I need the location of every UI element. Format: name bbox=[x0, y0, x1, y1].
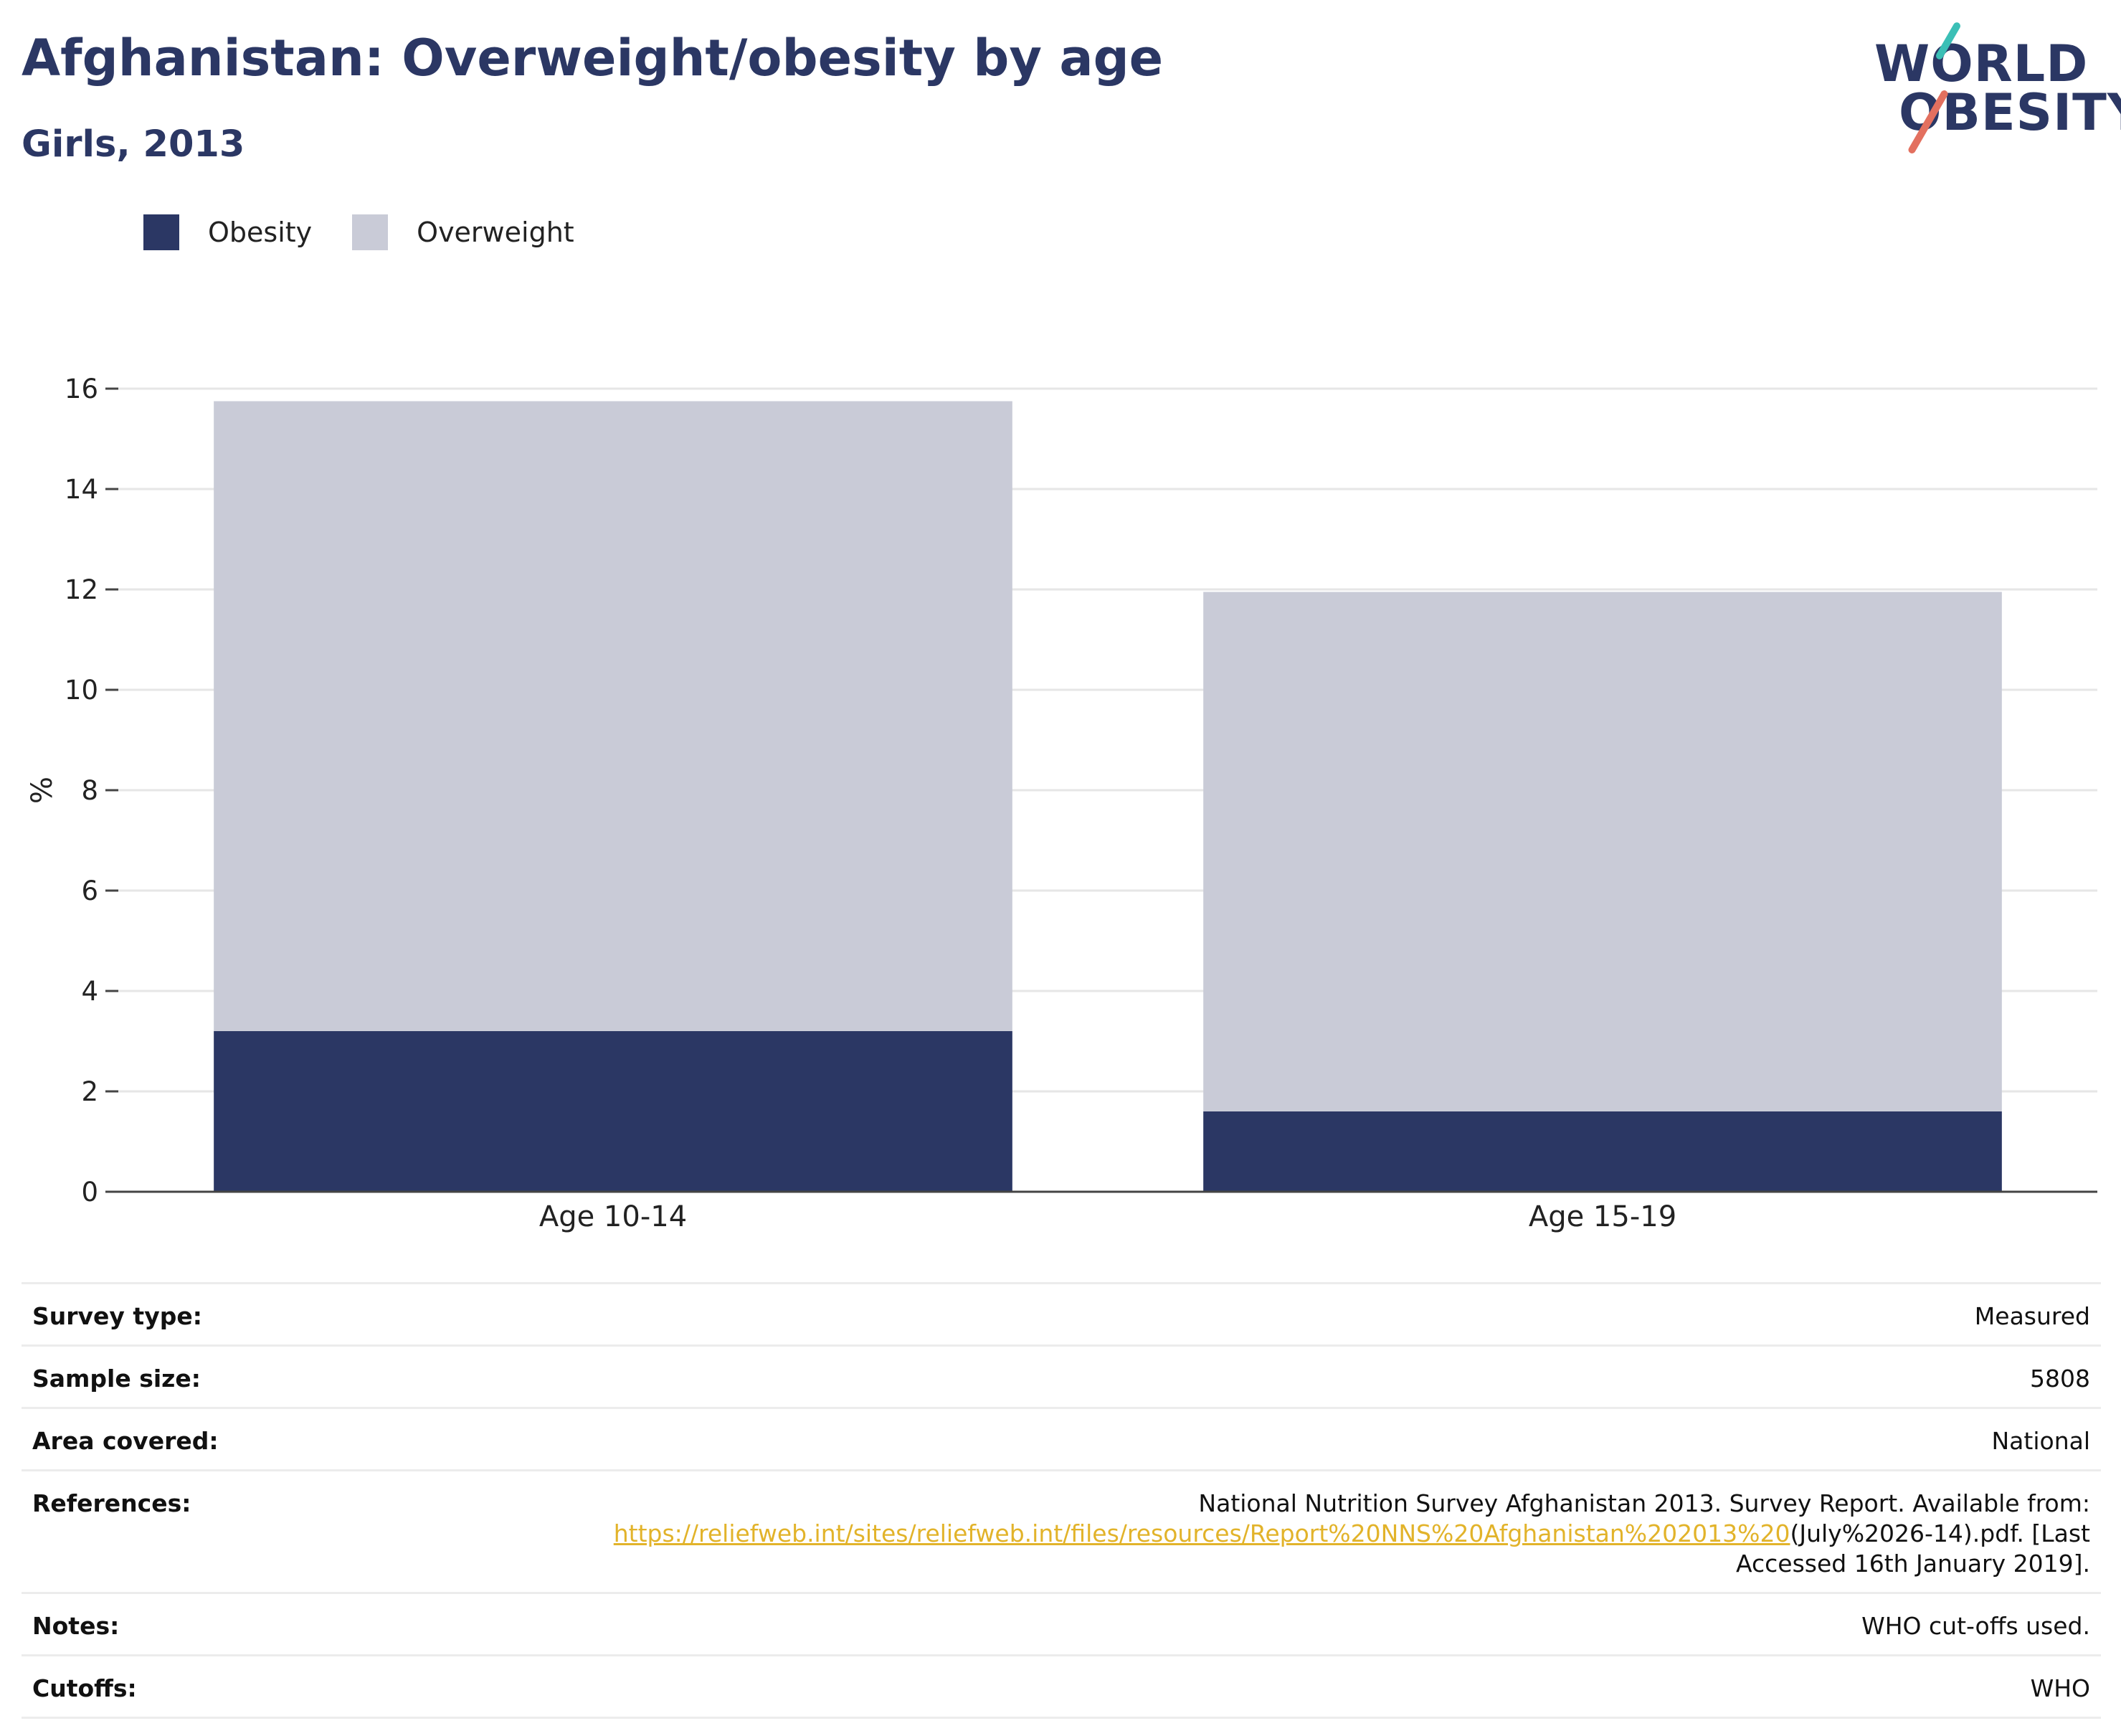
legend-swatch-obesity bbox=[143, 214, 179, 250]
bar-overweight-2 bbox=[1203, 592, 2002, 1111]
notes-value: WHO cut-offs used. bbox=[1861, 1612, 2090, 1640]
bar-obesity-2 bbox=[1203, 1111, 2002, 1192]
y-tick-label: 12 bbox=[65, 574, 98, 605]
legend-label-overweight: Overweight bbox=[417, 217, 574, 248]
x-category-label: Age 15-19 bbox=[1529, 1200, 1676, 1233]
legend-item-obesity[interactable]: Obesity bbox=[143, 214, 312, 250]
bar-obesity-1 bbox=[214, 1031, 1012, 1192]
chart-legend: Obesity Overweight bbox=[143, 214, 615, 251]
chart-title: Afghanistan: Overweight/obesity by age bbox=[22, 29, 1164, 87]
survey-type-value: Measured bbox=[1974, 1302, 2090, 1330]
legend-item-overweight[interactable]: Overweight bbox=[352, 214, 574, 250]
y-tick-label: 4 bbox=[81, 976, 98, 1007]
references-text-end: Accessed 16th January 2019]. bbox=[1736, 1550, 2090, 1578]
info-row-area-covered: Area covered: National bbox=[22, 1408, 2101, 1471]
y-tick-label: 16 bbox=[65, 374, 98, 404]
info-row-notes: Notes: WHO cut-offs used. bbox=[22, 1593, 2101, 1656]
info-row-survey-type: Survey type: Measured bbox=[22, 1283, 2101, 1346]
bar-overweight-1 bbox=[214, 401, 1012, 1031]
legend-label-obesity: Obesity bbox=[208, 217, 313, 248]
area-covered-label: Area covered: bbox=[32, 1427, 219, 1455]
references-label: References: bbox=[32, 1489, 191, 1517]
info-row-cutoffs: Cutoffs: WHO bbox=[22, 1655, 2101, 1718]
area-covered-value: National bbox=[1991, 1427, 2090, 1455]
survey-type-label: Survey type: bbox=[32, 1302, 202, 1330]
notes-label: Notes: bbox=[32, 1612, 120, 1640]
info-row-sample-size: Sample size: 5808 bbox=[22, 1345, 2101, 1408]
survey-info-table: Survey type: Measured Sample size: 5808 … bbox=[22, 1282, 2101, 1719]
logo-line-1: WORLD bbox=[1874, 34, 2089, 93]
y-axis-label: % bbox=[26, 777, 59, 804]
y-tick-label: 8 bbox=[81, 775, 98, 806]
cutoffs-value: WHO bbox=[2030, 1674, 2090, 1702]
stacked-bar-chart: 0 2 4 6 8 10 12 14 16% Age 10-14 Age 15-19 bbox=[26, 374, 2097, 1233]
info-row-references: References: National Nutrition Survey Af… bbox=[22, 1470, 2101, 1593]
y-tick-label: 14 bbox=[65, 474, 98, 505]
y-tick-label: 0 bbox=[81, 1177, 98, 1208]
references-link[interactable]: https://reliefweb.int/sites/reliefweb.in… bbox=[613, 1519, 1790, 1547]
y-tick-label: 10 bbox=[65, 675, 98, 706]
legend-swatch-overweight bbox=[352, 214, 389, 250]
world-obesity-logo: WORLD OBESITY bbox=[1864, 17, 2121, 155]
references-text-after: (July%2026-14).pdf. [Last bbox=[1790, 1519, 2090, 1547]
cutoffs-label: Cutoffs: bbox=[32, 1674, 137, 1702]
references-value: National Nutrition Survey Afghanistan 20… bbox=[402, 1471, 2101, 1593]
sample-size-label: Sample size: bbox=[32, 1365, 201, 1393]
sample-size-value: 5808 bbox=[2030, 1365, 2090, 1393]
y-tick-label: 6 bbox=[81, 876, 98, 906]
x-category-label: Age 10-14 bbox=[539, 1200, 687, 1233]
chart-subtitle: Girls, 2013 bbox=[22, 123, 245, 166]
y-tick-label: 2 bbox=[81, 1076, 98, 1107]
references-text: National Nutrition Survey Afghanistan 20… bbox=[1198, 1489, 2090, 1517]
